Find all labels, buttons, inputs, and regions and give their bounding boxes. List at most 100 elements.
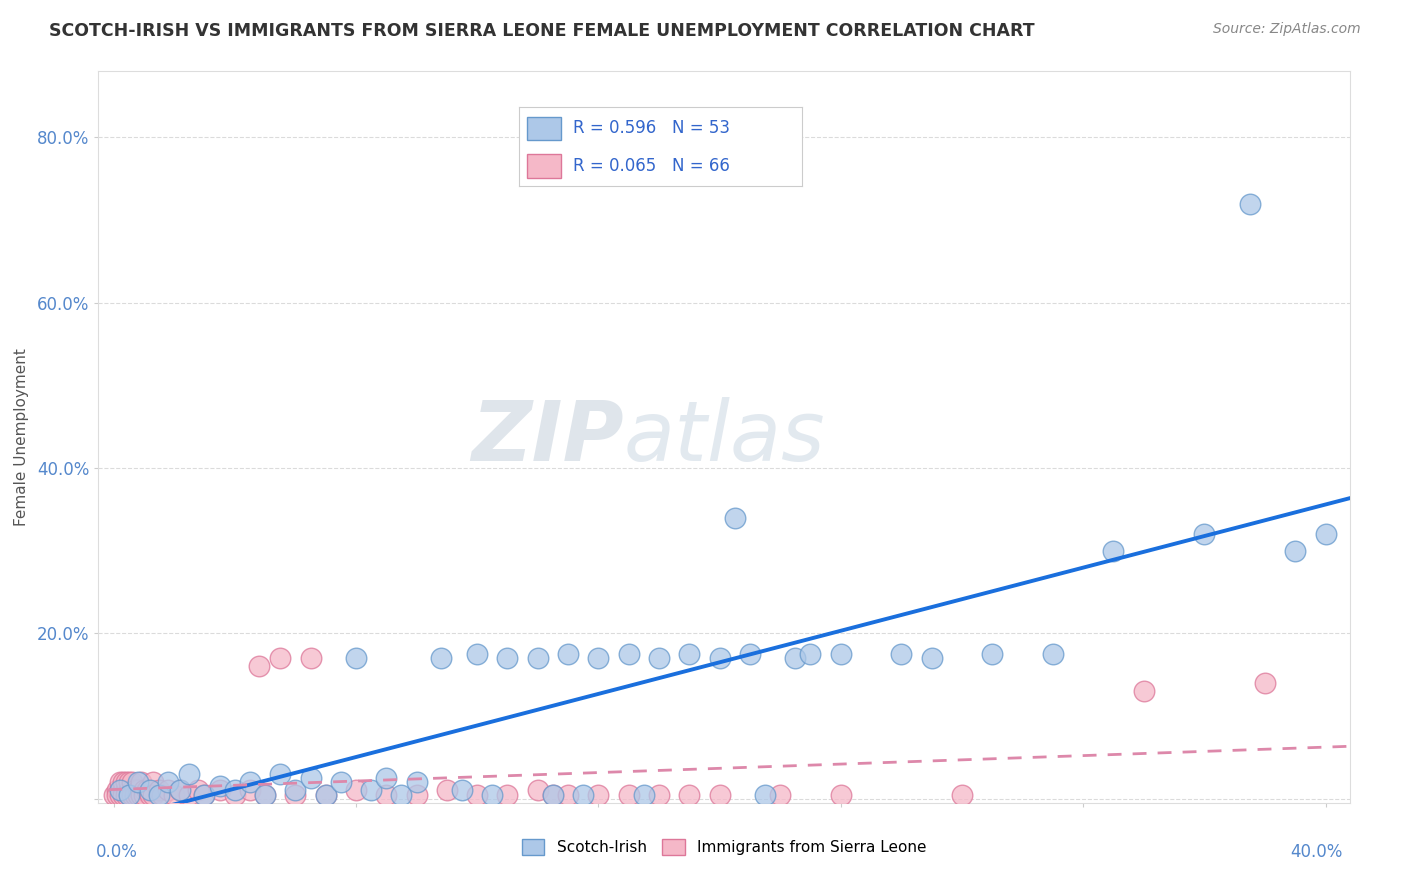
Point — [163, 788, 186, 802]
Point — [769, 788, 792, 802]
Point — [785, 651, 807, 665]
Point — [541, 788, 564, 802]
Text: R = 0.596   N = 53: R = 0.596 N = 53 — [572, 120, 730, 137]
Point — [157, 775, 180, 789]
Point — [114, 788, 136, 802]
Point — [344, 783, 367, 797]
Point — [193, 788, 215, 802]
Point — [108, 783, 131, 797]
Point — [127, 783, 149, 797]
Point — [496, 651, 519, 665]
Point — [541, 788, 564, 802]
Point — [1254, 676, 1277, 690]
Point — [572, 788, 595, 802]
Point — [481, 788, 503, 802]
Point — [344, 651, 367, 665]
Point — [329, 775, 352, 789]
Point — [648, 788, 671, 802]
Point — [121, 783, 143, 797]
Point — [142, 788, 165, 802]
Text: atlas: atlas — [624, 397, 825, 477]
Point — [430, 651, 453, 665]
Point — [557, 647, 579, 661]
Point — [105, 788, 128, 802]
Point — [224, 783, 246, 797]
Point — [633, 788, 655, 802]
Point — [451, 783, 474, 797]
Point — [111, 788, 134, 802]
Point — [239, 775, 262, 789]
Point — [254, 788, 277, 802]
Point — [799, 647, 821, 661]
Point — [187, 783, 209, 797]
Point — [496, 788, 519, 802]
Point — [1132, 684, 1154, 698]
Text: ZIP: ZIP — [471, 397, 624, 477]
Point — [405, 788, 427, 802]
Point — [239, 783, 262, 797]
FancyBboxPatch shape — [527, 154, 561, 178]
Point — [1194, 527, 1216, 541]
Point — [108, 788, 131, 802]
Legend: Scotch-Irish, Immigrants from Sierra Leone: Scotch-Irish, Immigrants from Sierra Leo… — [516, 833, 932, 861]
Point — [284, 783, 307, 797]
Point — [111, 775, 134, 789]
Point — [108, 783, 131, 797]
Point — [148, 783, 170, 797]
Point — [588, 788, 610, 802]
Point — [754, 788, 776, 802]
Point — [193, 788, 215, 802]
Point — [169, 783, 191, 797]
Point — [135, 783, 157, 797]
Point — [121, 788, 143, 802]
Point — [124, 788, 146, 802]
FancyBboxPatch shape — [527, 117, 561, 140]
Point — [150, 788, 173, 802]
Point — [148, 788, 170, 802]
Text: 0.0%: 0.0% — [96, 843, 138, 861]
Point — [1284, 543, 1306, 558]
Text: 40.0%: 40.0% — [1291, 843, 1343, 861]
Point — [724, 510, 747, 524]
Point — [465, 788, 488, 802]
Point — [678, 788, 700, 802]
Point — [830, 647, 852, 661]
Point — [142, 775, 165, 789]
Point — [1102, 543, 1125, 558]
Point — [103, 788, 125, 802]
Point — [1315, 527, 1337, 541]
Point — [121, 775, 143, 789]
Point — [315, 788, 337, 802]
Point — [557, 788, 579, 802]
Text: R = 0.065   N = 66: R = 0.065 N = 66 — [572, 157, 730, 176]
Point — [526, 783, 548, 797]
Point — [118, 788, 141, 802]
Point — [617, 647, 640, 661]
Point — [299, 771, 322, 785]
Point — [921, 651, 943, 665]
Point — [108, 775, 131, 789]
Point — [299, 651, 322, 665]
Point — [118, 775, 141, 789]
Point — [436, 783, 458, 797]
Point — [269, 767, 291, 781]
Point — [375, 788, 398, 802]
Point — [118, 783, 141, 797]
Point — [588, 651, 610, 665]
Text: Source: ZipAtlas.com: Source: ZipAtlas.com — [1213, 22, 1361, 37]
Point — [247, 659, 270, 673]
Point — [127, 788, 149, 802]
Point — [179, 767, 201, 781]
Point — [127, 775, 149, 789]
Point — [617, 788, 640, 802]
Point — [114, 783, 136, 797]
Point — [375, 771, 398, 785]
Point — [709, 788, 731, 802]
Point — [284, 788, 307, 802]
Point — [179, 788, 201, 802]
Point — [315, 788, 337, 802]
Point — [678, 647, 700, 661]
Point — [139, 788, 162, 802]
Point — [890, 647, 912, 661]
Point — [129, 788, 152, 802]
